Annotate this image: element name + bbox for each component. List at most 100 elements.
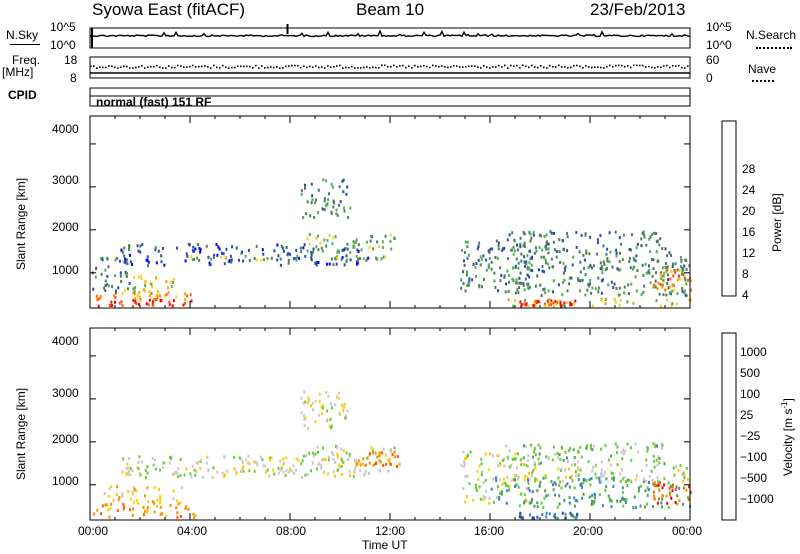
nave-tick-low: 0	[706, 71, 713, 85]
range-cell	[153, 510, 156, 514]
range-cell	[594, 464, 597, 468]
range-cell	[626, 300, 629, 304]
range-cell	[625, 480, 628, 484]
range-cell	[615, 451, 618, 455]
range-cell	[652, 267, 655, 270]
freq-point	[504, 64, 506, 67]
range-cell	[389, 449, 392, 453]
range-cell	[523, 478, 526, 482]
range-cell	[547, 247, 550, 251]
range-cell	[129, 467, 132, 470]
range-cell	[277, 466, 280, 470]
freq-point	[150, 65, 152, 68]
range-cell	[482, 497, 485, 501]
range-cell	[162, 247, 164, 250]
range-cell	[108, 303, 111, 307]
range-cell	[104, 289, 107, 292]
range-cell	[662, 293, 665, 297]
range-cell	[513, 238, 516, 242]
cpid-label: CPID	[8, 88, 37, 102]
range-cell	[195, 470, 198, 473]
range-cell	[323, 208, 326, 212]
range-cell	[645, 458, 648, 462]
range-cell	[600, 468, 603, 472]
range-cell	[317, 188, 320, 192]
freq-point	[351, 65, 353, 68]
range-cell	[519, 300, 522, 304]
freq-point	[633, 64, 635, 67]
range-cell	[667, 506, 670, 509]
freq-point	[171, 66, 173, 69]
range-cell	[247, 454, 250, 458]
freq-point	[381, 64, 383, 67]
range-cell	[544, 258, 547, 262]
freq-point	[153, 65, 155, 68]
range-cell	[553, 248, 556, 252]
freq-point	[141, 64, 143, 67]
range-cell	[640, 237, 643, 241]
nsearch-tick-high: 10^5	[706, 20, 732, 34]
range-cell	[321, 207, 324, 211]
range-cell	[398, 463, 401, 467]
range-cell	[327, 394, 330, 398]
range-cell	[354, 458, 357, 462]
range-cell	[157, 249, 160, 253]
freq-point	[162, 67, 164, 69]
range-cell	[336, 256, 339, 260]
range-cell	[590, 502, 593, 506]
freq-point	[117, 67, 119, 69]
range-cell	[112, 499, 115, 503]
range-cell	[568, 485, 571, 489]
range-cell	[116, 485, 119, 489]
power-cbar-label: Power [dB]	[770, 193, 784, 252]
range-cell	[689, 279, 692, 283]
range-cell	[522, 282, 525, 286]
range-cell	[341, 179, 344, 183]
range-cell	[151, 285, 154, 289]
range-cell	[175, 295, 178, 299]
range-cell	[603, 262, 606, 266]
range-cell	[302, 246, 305, 250]
range-cell	[550, 231, 553, 235]
range-cell	[554, 493, 557, 497]
range-cell	[662, 281, 665, 285]
range-cell	[387, 458, 390, 462]
range-cell	[108, 487, 111, 491]
freq-point	[255, 64, 257, 67]
range-cell	[348, 452, 351, 456]
range-cell	[277, 254, 280, 258]
range-cell	[153, 486, 156, 490]
range-cell	[561, 511, 564, 515]
range-cell	[630, 446, 632, 450]
range-cell	[516, 281, 519, 285]
range-cell	[526, 267, 529, 271]
range-cell	[621, 477, 624, 481]
velocity-colorbar-frame	[721, 332, 737, 521]
range-cell	[521, 456, 524, 460]
range-cell	[113, 294, 116, 298]
freq-point	[384, 64, 386, 67]
freq-point	[438, 65, 440, 68]
range-cell	[619, 268, 622, 272]
range-cell	[516, 466, 518, 470]
range-cell	[330, 402, 332, 406]
range-cell	[472, 262, 475, 266]
freq-point	[357, 67, 359, 69]
range-cell	[655, 232, 658, 235]
range-cell	[659, 481, 661, 485]
freq-point	[513, 65, 515, 67]
range-cell	[564, 512, 567, 516]
range-cell	[551, 290, 554, 294]
range-cell	[653, 483, 656, 487]
freq-point	[219, 67, 221, 69]
range-cell	[142, 288, 145, 292]
range-cell	[553, 305, 555, 308]
range-cell	[132, 492, 135, 496]
range-cell	[604, 489, 607, 492]
range-cell	[579, 260, 582, 264]
range-cell	[682, 486, 685, 490]
freq-point	[435, 65, 437, 67]
range-cell	[197, 461, 199, 465]
range-cell	[527, 304, 530, 308]
range-cell	[148, 298, 151, 302]
